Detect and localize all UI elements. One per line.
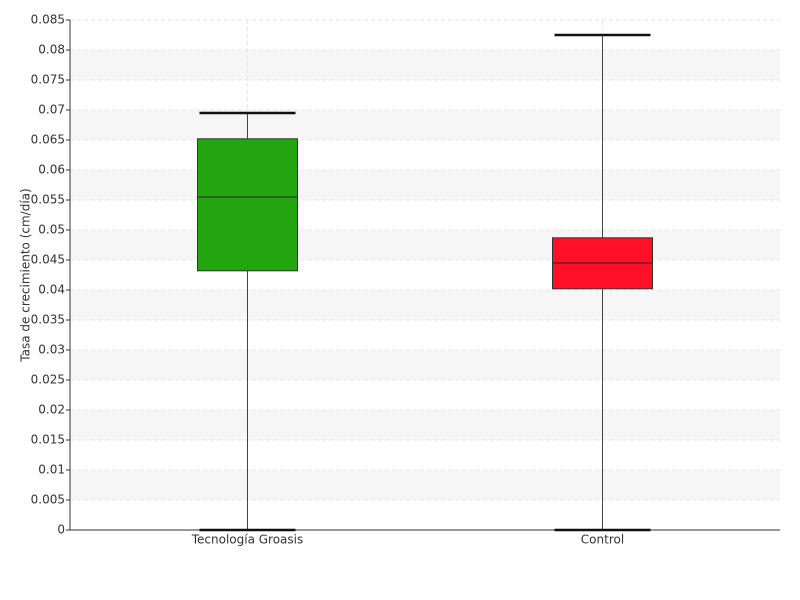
grid-band xyxy=(70,50,780,80)
y-tick-label: 0.03 xyxy=(38,343,65,357)
grid-band xyxy=(70,110,780,140)
y-tick-label: 0.01 xyxy=(38,463,65,477)
y-tick-label: 0.015 xyxy=(31,433,65,447)
y-tick-label: 0.025 xyxy=(31,373,65,387)
y-tick-label: 0.035 xyxy=(31,313,65,327)
y-tick-label: 0.005 xyxy=(31,493,65,507)
y-axis-label: Tasa de crecimiento (cm/día) xyxy=(19,188,33,362)
grid-band xyxy=(70,350,780,380)
y-tick-label: 0.045 xyxy=(31,253,65,267)
grid-band xyxy=(70,170,780,200)
grid-band xyxy=(70,410,780,440)
y-tick-label: 0.06 xyxy=(38,163,65,177)
y-tick-label: 0.085 xyxy=(31,13,65,27)
box xyxy=(197,138,298,272)
y-tick-label: 0.08 xyxy=(38,43,65,57)
y-tick-label: 0.04 xyxy=(38,283,65,297)
y-tick-label: 0.07 xyxy=(38,103,65,117)
x-tick-label: Tecnología Groasis xyxy=(191,533,304,547)
x-tick-label: Control xyxy=(581,533,624,547)
y-tick-label: 0 xyxy=(57,523,65,537)
y-tick-label: 0.055 xyxy=(31,193,65,207)
grid-band xyxy=(70,290,780,320)
y-tick-label: 0.02 xyxy=(38,403,65,417)
y-tick-label: 0.075 xyxy=(31,73,65,87)
y-tick-label: 0.05 xyxy=(38,223,65,237)
grid-band xyxy=(70,230,780,260)
grid-band xyxy=(70,470,780,500)
y-tick-label: 0.065 xyxy=(31,133,65,147)
